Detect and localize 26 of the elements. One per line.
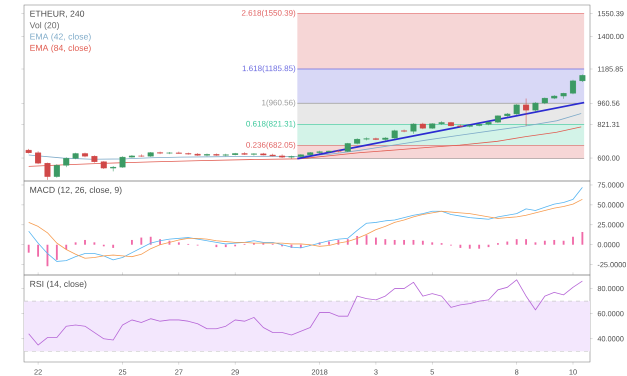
- text: ETHEUR, 240: [30, 10, 84, 18]
- text: RSI (14, close): [30, 280, 86, 289]
- ref-line-label: 1.618(1185.85): [242, 65, 296, 73]
- candlestick: [532, 102, 538, 112]
- candlestick: [401, 129, 408, 132]
- candlestick: [410, 122, 416, 134]
- text: EMA (84, close): [30, 44, 91, 53]
- ref-line-label: 0.236(682.05): [246, 142, 296, 150]
- candlestick: [54, 164, 60, 178]
- candlestick: [570, 80, 576, 94]
- candlestick: [514, 104, 520, 116]
- candlestick: [120, 156, 126, 168]
- candlestick: [250, 152, 257, 156]
- ref-line-label: 0.618(821.31): [246, 120, 296, 128]
- candlestick: [523, 98, 530, 126]
- candlestick: [364, 137, 370, 141]
- candlestick: [288, 155, 294, 159]
- line-series: [28, 113, 582, 160]
- annotation: Vol (20): [30, 22, 59, 30]
- ref-line-label: 2.618(1550.39): [242, 10, 296, 18]
- candlestick: [63, 157, 70, 168]
- text: MACD (12, 26, close, 9): [30, 186, 122, 195]
- candlestick: [35, 150, 42, 164]
- text: EMA (42, close): [30, 33, 91, 42]
- ref-line-label: 1(960.56): [262, 100, 296, 107]
- candlestick: [44, 162, 50, 180]
